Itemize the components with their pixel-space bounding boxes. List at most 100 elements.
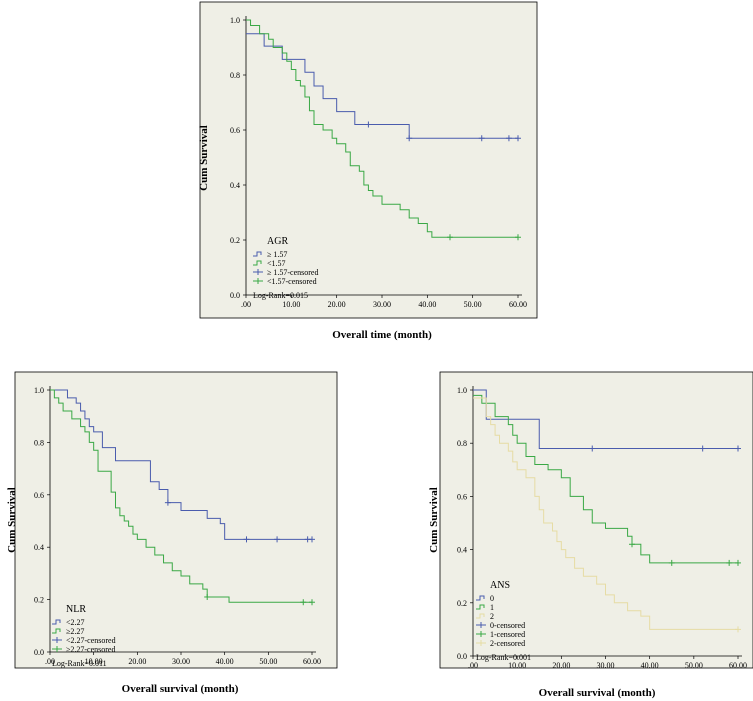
legend-censor-symbol [253,269,263,275]
chart-frame [199,1,538,319]
chart-frame [14,371,338,669]
x-tick-label: 10.00 [282,300,300,309]
x-tick-label: 30.00 [172,657,190,666]
x-axis-title: Overall survival (month) [539,687,656,699]
x-tick-label: .00 [45,657,55,666]
legend-step-symbol [253,260,262,266]
x-tick-label: 60.00 [509,300,527,309]
y-tick-label: 0.0 [230,291,240,300]
legend-step-symbol [52,628,61,634]
y-axis-title: Cum Survival [6,487,18,553]
legend-step-symbol [476,595,485,601]
x-tick-label: .00 [468,661,478,670]
y-tick-label: 0.4 [34,543,44,552]
legend-step-symbol [476,613,485,619]
censor-mark [735,559,741,566]
legend-label: <2.27 [66,618,85,627]
survival-curve [50,389,312,540]
x-tick-label: 20.00 [328,300,346,309]
survival-curve [473,397,738,630]
legend-title: AGR [267,236,288,247]
legend-label: ≥2.27-censored [66,645,115,654]
censor-mark [478,135,485,142]
censor-mark [699,445,706,452]
legend-step-symbol [476,604,485,610]
x-tick-label: 50.00 [685,661,703,670]
censor-mark [164,499,171,506]
legend-label: ≥ 1.57 [267,250,287,259]
y-tick-label: 0.0 [457,652,467,661]
censor-mark [447,234,453,241]
legend-label: <1.57 [267,259,286,268]
survival-curve [473,389,738,450]
legend-label: <1.57-censored [267,277,317,286]
censor-mark [309,536,315,543]
x-axis-title: Overall survival (month) [122,683,239,695]
censor-mark [589,445,596,452]
censor-mark [365,121,372,128]
censor-mark [204,593,211,600]
censor-mark [735,626,741,633]
y-tick-label: 0.4 [230,181,240,190]
y-tick-label: 1.0 [230,16,240,25]
x-tick-label: 20.00 [128,657,146,666]
x-tick-label: 10.00 [508,661,526,670]
censor-mark [505,135,512,142]
legend-label: ≥2.27 [66,627,84,636]
log-rank-annotation: Log-Rank=0.001 [476,653,531,662]
legend-step-symbol [253,251,262,257]
y-axis-title: Cum Survival [198,125,210,191]
x-tick-label: 40.00 [641,661,659,670]
x-tick-label: 40.00 [216,657,234,666]
legend-label: 2-censored [490,639,525,648]
x-axis-title: Overall time (month) [332,329,432,341]
log-rank-annotation: Log-Rank=0.011 [52,659,107,668]
legend-censor-symbol [52,646,62,652]
legend-label: 2 [490,612,494,621]
y-tick-label: 0.6 [34,491,44,500]
censor-mark [515,234,521,241]
km-chart-3: 0.0 0.2 0.4 0.6 0.8 1.0 .00 10.00 20.00 30.00 40.0… [428,371,753,699]
censor-mark [300,599,307,606]
y-tick-label: 1.0 [457,386,467,395]
y-tick-label: 0.6 [457,492,467,501]
y-tick-label: 0.2 [34,596,44,605]
y-tick-label: 0.8 [230,71,240,80]
x-tick-label: 60.00 [303,657,321,666]
chart-frame [439,371,753,669]
censor-mark [243,536,250,543]
legend-label: 0 [490,594,494,603]
y-tick-label: 0.4 [457,546,467,555]
legend: AGR ≥ 1.57<1.57≥ 1.57-censored<1.57-censo… [253,236,318,286]
x-tick-label: .00 [241,300,251,309]
legend-censor-symbol [476,631,486,637]
legend-censor-symbol [476,640,486,646]
x-tick-label: 50.00 [259,657,277,666]
y-axis-title: Cum Survival [428,487,440,553]
legend: NLR <2.27≥2.27<2.27-censored≥2.27-censore… [52,604,116,654]
censor-mark [668,559,675,566]
km-chart-2: 0.0 0.2 0.4 0.6 0.8 1.0 .00 10.00 20.00 30.00 40.0… [6,371,338,695]
censor-mark [309,599,315,606]
censor-mark [406,135,413,142]
y-tick-label: 0.2 [457,599,467,608]
censor-mark [735,445,741,452]
legend-title: ANS [490,580,510,591]
legend-label: 0-censored [490,621,525,630]
legend-censor-symbol [253,278,263,284]
y-tick-label: 0.8 [34,438,44,447]
legend-label: 1-censored [490,630,525,639]
survival-curve [246,19,518,238]
legend-label: ≥ 1.57-censored [267,268,318,277]
x-tick-label: 50.00 [464,300,482,309]
censor-mark [274,536,281,543]
legend-label: <2.27-censored [66,636,116,645]
censor-mark [629,541,635,548]
survival-curve [246,33,518,139]
x-tick-label: 60.00 [729,661,747,670]
legend-title: NLR [66,604,86,615]
x-tick-label: 30.00 [373,300,391,309]
x-tick-label: 40.00 [418,300,436,309]
